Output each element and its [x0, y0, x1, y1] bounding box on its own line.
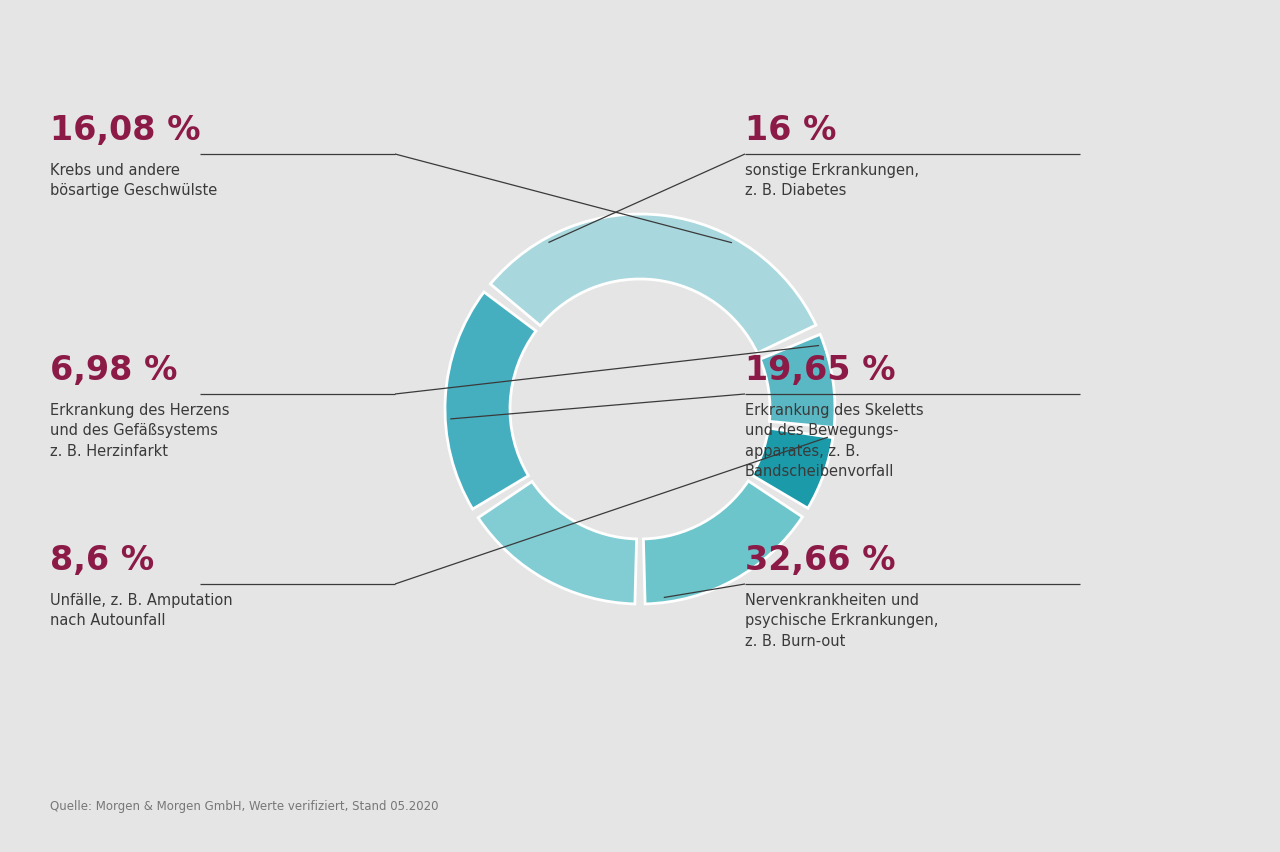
Text: Nervenkrankheiten und
psychische Erkrankungen,
z. B. Burn-out: Nervenkrankheiten und psychische Erkrank… [745, 592, 938, 648]
Wedge shape [751, 429, 833, 509]
Text: 8,6 %: 8,6 % [50, 544, 154, 576]
Text: sonstige Erkrankungen,
z. B. Diabetes: sonstige Erkrankungen, z. B. Diabetes [745, 163, 919, 199]
Text: Quelle: Morgen & Morgen GmbH, Werte verifiziert, Stand 05.2020: Quelle: Morgen & Morgen GmbH, Werte veri… [50, 799, 439, 812]
Text: 16 %: 16 % [745, 114, 836, 147]
Text: 19,65 %: 19,65 % [745, 354, 896, 387]
Wedge shape [644, 481, 803, 604]
Text: Erkrankung des Skeletts
und des Bewegungs-
apparates, z. B.
Bandscheibenvorfall: Erkrankung des Skeletts und des Bewegung… [745, 402, 924, 479]
Text: Unfälle, z. B. Amputation
nach Autounfall: Unfälle, z. B. Amputation nach Autounfal… [50, 592, 233, 628]
Wedge shape [760, 335, 835, 428]
Text: Erkrankung des Herzens
und des Gefäßsystems
z. B. Herzinfarkt: Erkrankung des Herzens und des Gefäßsyst… [50, 402, 229, 458]
Text: 6,98 %: 6,98 % [50, 354, 178, 387]
Text: Krebs und andere
bösartige Geschwülste: Krebs und andere bösartige Geschwülste [50, 163, 218, 199]
Wedge shape [479, 482, 636, 604]
Text: 32,66 %: 32,66 % [745, 544, 896, 576]
Wedge shape [445, 292, 536, 509]
Text: 16,08 %: 16,08 % [50, 114, 201, 147]
Wedge shape [490, 215, 815, 354]
